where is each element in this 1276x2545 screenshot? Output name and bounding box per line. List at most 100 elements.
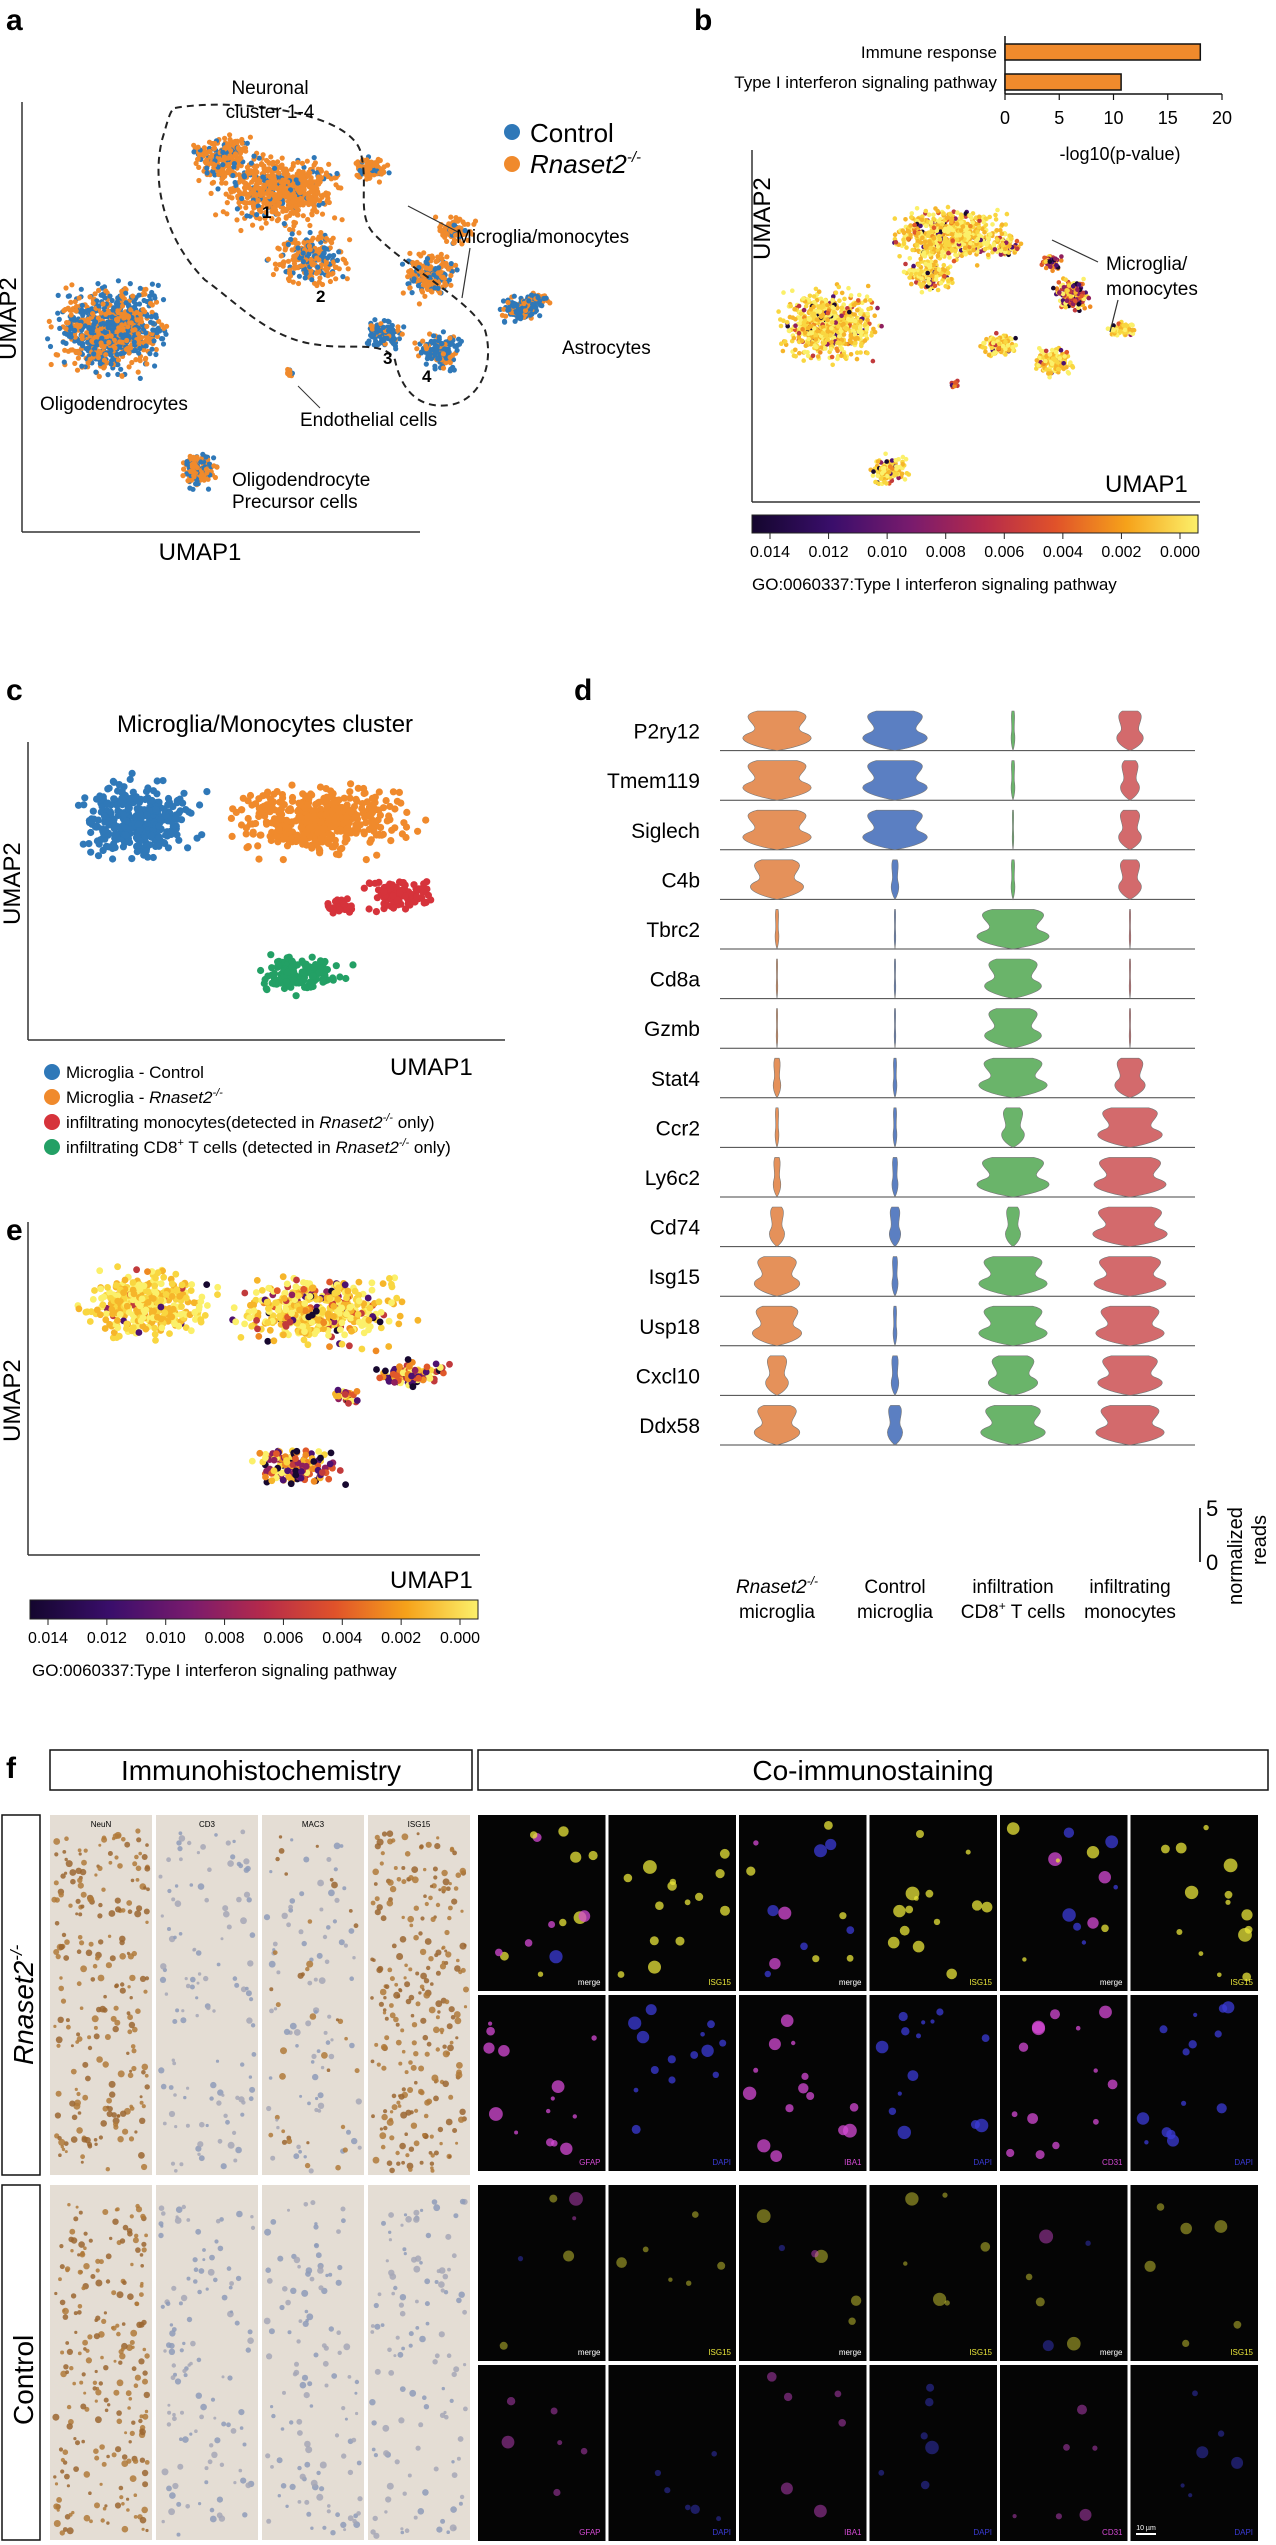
a-cell-point	[420, 338, 426, 344]
b-cell-point	[954, 253, 960, 258]
a-cell-point	[143, 343, 149, 349]
a-cell-point	[195, 144, 201, 150]
b-cell-point	[985, 252, 991, 258]
b-cell-point	[974, 263, 980, 268]
a-cell-point	[48, 324, 54, 330]
b-cell-point	[779, 341, 784, 347]
b-cell-point	[918, 256, 923, 262]
a-legend-ko-name: Rnaset2	[530, 149, 627, 179]
a-cell-point	[435, 356, 441, 362]
b-cell-point	[866, 306, 871, 312]
a-cell-point	[47, 343, 54, 350]
a-cell-point	[235, 187, 241, 193]
b-cell-point	[933, 277, 939, 282]
a-cell-point	[294, 212, 300, 218]
b-cell-point	[917, 271, 922, 277]
a-cell-point	[87, 294, 93, 300]
a-cell-point	[211, 162, 218, 168]
b-cell-point	[828, 333, 833, 338]
a-cell-point	[432, 285, 438, 291]
a-cell-point	[265, 256, 271, 262]
a-cell-point	[235, 145, 241, 151]
b-cell-point	[914, 242, 919, 248]
a-cell-point	[111, 322, 117, 329]
b-cell-point	[893, 240, 899, 245]
b-cell-point	[942, 238, 947, 244]
a-cell-point	[72, 334, 78, 340]
b-cell-point	[931, 225, 937, 230]
a-cell-point	[244, 140, 250, 146]
b-cell-point	[837, 298, 842, 304]
a-label-astrocytes: Astrocytes	[562, 338, 651, 359]
b-cell-point	[842, 296, 847, 302]
a-cell-point	[368, 323, 374, 329]
a-cell-point	[266, 166, 272, 172]
a-cell-point	[409, 269, 415, 275]
b-cell-point	[903, 261, 908, 267]
a-cell-point	[307, 222, 313, 229]
a-cell-point	[156, 318, 162, 324]
a-cell-point	[460, 219, 466, 225]
a-cell-point	[286, 270, 293, 276]
b-cell-point	[859, 330, 864, 335]
a-cell-point	[126, 334, 132, 340]
a-cell-point	[535, 294, 541, 301]
b-cell-point	[923, 244, 928, 249]
a-cell-point	[65, 293, 71, 299]
a-cell-point	[142, 291, 148, 297]
b-cell-point	[993, 212, 998, 218]
a-cell-point	[151, 338, 157, 344]
a-cell-point	[312, 160, 318, 166]
a-cell-point	[106, 339, 112, 345]
b-cell-point	[940, 249, 945, 255]
a-cell-point	[207, 148, 213, 155]
a-cell-point	[272, 261, 278, 267]
b-cell-point	[810, 313, 815, 318]
a-cell-point	[191, 474, 197, 480]
b-cell-point	[829, 326, 834, 331]
a-cell-point	[72, 360, 78, 366]
a-cell-point	[111, 337, 117, 343]
a-cell-point	[101, 284, 108, 290]
a-cell-point	[137, 345, 143, 352]
a-cell-point	[115, 357, 122, 363]
b-cell-point	[986, 236, 991, 241]
a-cell-point	[265, 203, 271, 210]
a-cell-point	[249, 210, 255, 216]
a-cell-point	[79, 333, 85, 339]
a-cell-point	[213, 212, 219, 218]
a-cell-point	[364, 157, 370, 163]
a-cell-point	[286, 194, 292, 200]
b-cell-point	[803, 343, 809, 349]
b-cell-point	[977, 214, 982, 220]
a-cell-point	[146, 339, 152, 345]
b-cell-point	[865, 311, 870, 317]
b-cell-point	[927, 239, 932, 244]
b-cell-point	[851, 302, 857, 308]
a-cell-point	[115, 278, 121, 284]
a-cell-point	[123, 290, 129, 296]
a-cell-point	[271, 192, 277, 198]
b-cell-point	[1064, 298, 1070, 304]
a-label-endothelial: Endothelial cells	[300, 410, 437, 431]
b-cell-point	[858, 311, 863, 317]
a-cell-point	[260, 152, 266, 158]
b-cell-point	[837, 334, 842, 339]
b-cell-point	[975, 229, 980, 234]
a-cell-point	[125, 324, 131, 330]
b-cell-point	[907, 275, 912, 280]
b-cell-point	[1086, 295, 1092, 301]
a-cell-point	[234, 217, 240, 223]
a-cell-point	[270, 271, 276, 278]
b-cell-point	[993, 217, 999, 222]
a-cell-point	[407, 285, 413, 291]
a-cell-point	[220, 149, 226, 155]
a-cell-point	[98, 325, 104, 331]
a-cell-point	[291, 223, 297, 229]
b-cell-point	[909, 215, 914, 220]
a-cell-point	[306, 169, 312, 175]
a-cell-point	[130, 293, 136, 299]
a-cell-point	[271, 198, 277, 204]
b-bar-xtick-label: 15	[1158, 108, 1178, 128]
b-cell-point	[936, 233, 942, 239]
